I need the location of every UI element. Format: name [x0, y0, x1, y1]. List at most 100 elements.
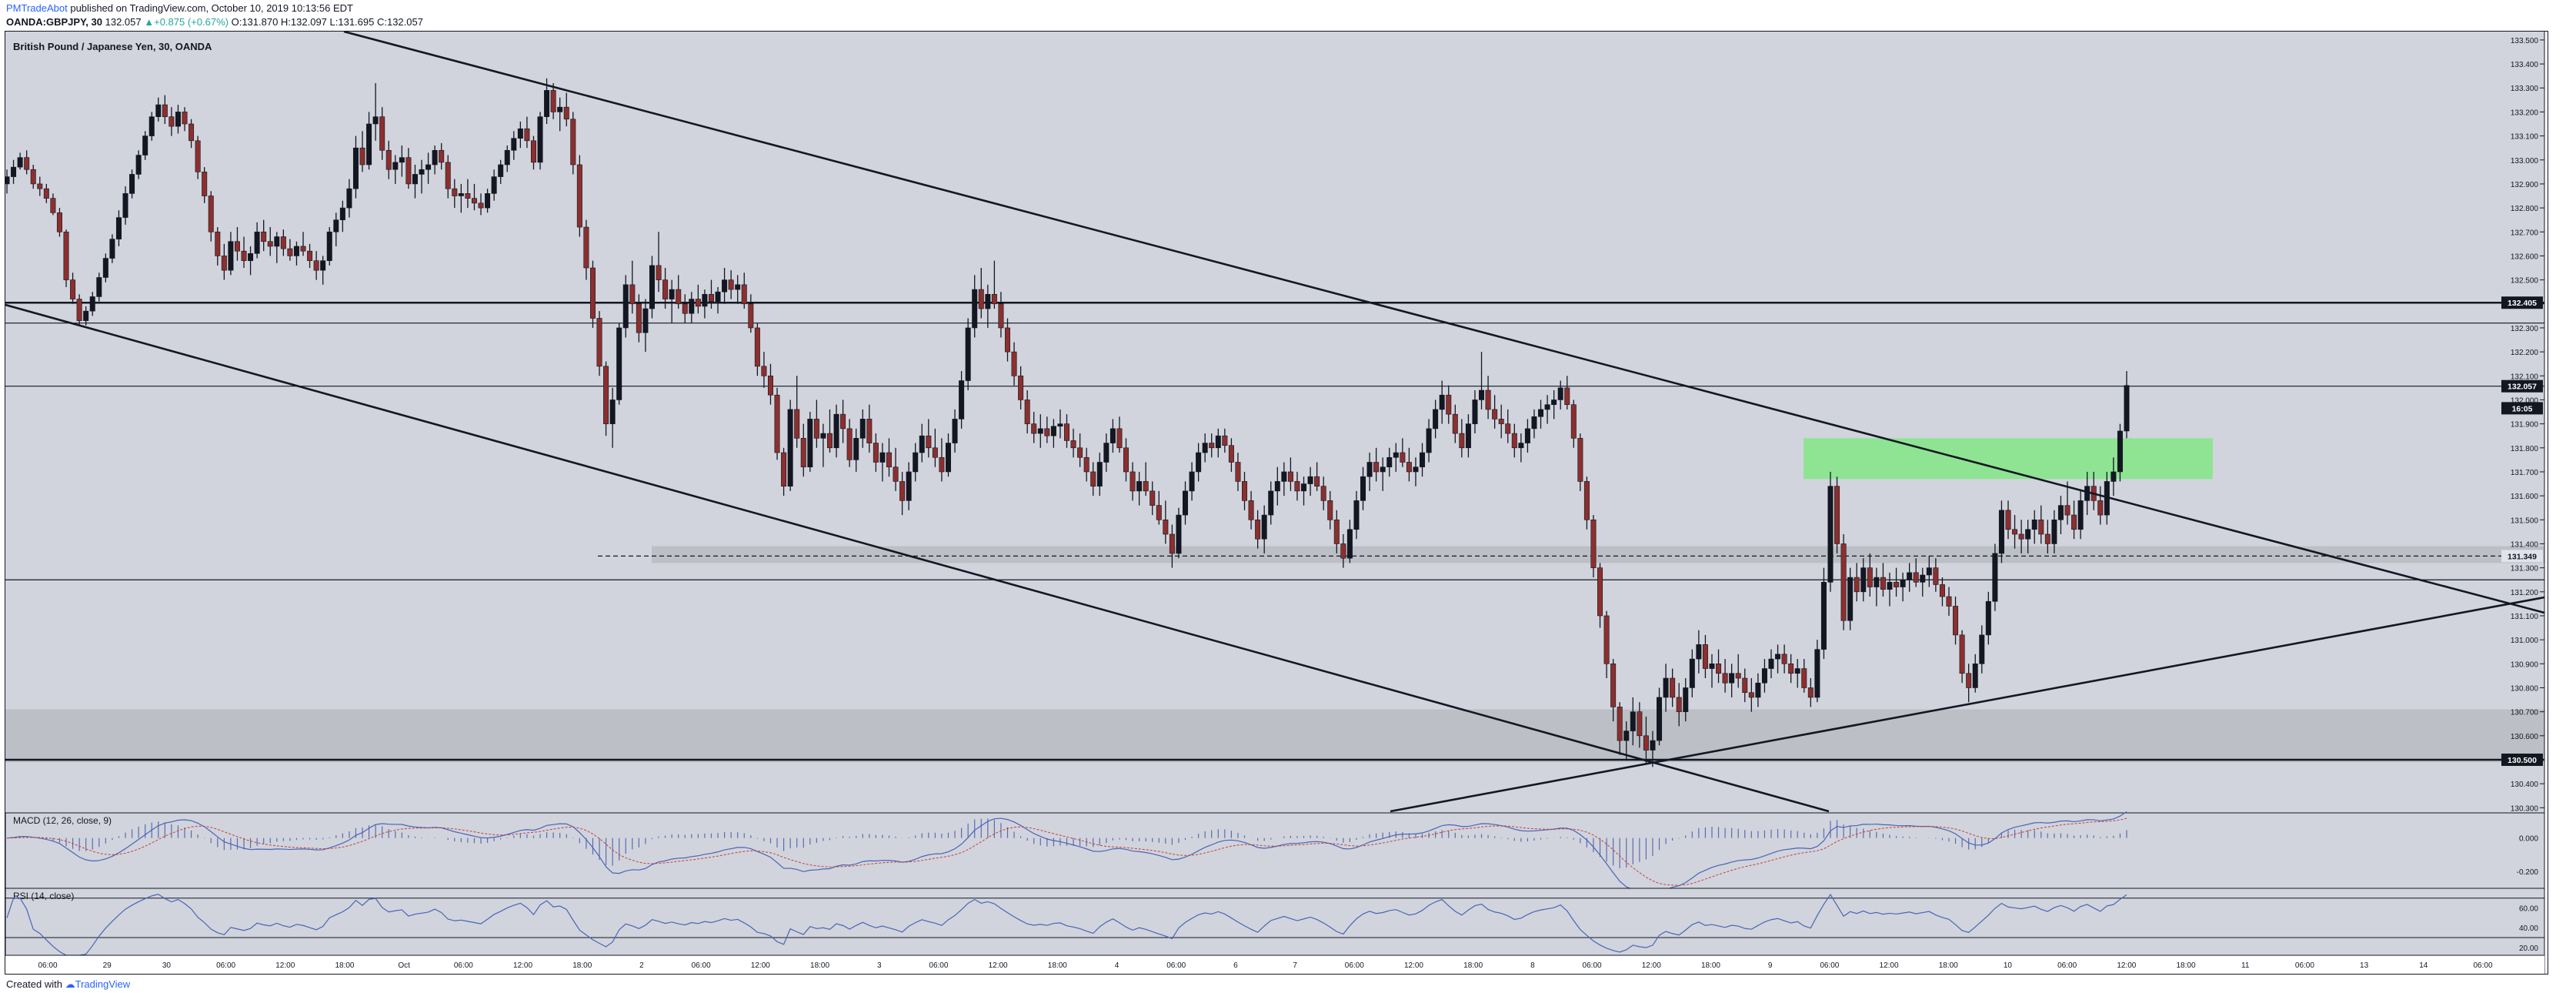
author-link[interactable]: PMTradeAbot: [6, 2, 68, 14]
main-pane[interactable]: [5, 32, 2548, 811]
candle-body: [1623, 731, 1630, 741]
macd-pane[interactable]: MACD (12, 26, close, 9) 0.000 -0.200: [5, 811, 2545, 897]
candle-body: [274, 236, 280, 247]
candle-body: [926, 435, 932, 449]
price-tick-label: 131.500: [2511, 517, 2539, 525]
candle-body: [1920, 574, 1926, 583]
candle-body: [1077, 447, 1083, 458]
candle-body: [1511, 433, 1517, 449]
candle-body: [432, 149, 438, 166]
candle-body: [1610, 664, 1617, 707]
candle-body: [656, 265, 662, 280]
tradingview-link[interactable]: TradingView: [75, 978, 131, 990]
candle-body: [2044, 533, 2050, 544]
price-tick-label: 132.900: [2511, 181, 2539, 189]
chart-title: British Pound / Japanese Yen, 30, OANDA: [13, 41, 212, 52]
candle-body: [241, 250, 247, 261]
candle-body: [800, 438, 806, 468]
candle-body: [728, 279, 734, 290]
candle-body: [1583, 481, 1590, 520]
candle-body: [1090, 471, 1096, 486]
price-tick-label: 133.100: [2511, 133, 2539, 142]
candle-body: [228, 241, 234, 271]
candle-body: [1742, 677, 1748, 694]
candle-body: [1050, 426, 1056, 436]
candle-body: [1031, 423, 1037, 434]
candle-body: [978, 289, 984, 309]
price-tick-label: 130.400: [2511, 781, 2539, 789]
candle-body: [662, 279, 669, 299]
chart-frame[interactable]: 133.500 133.400 133.300 133.200 133.100 133.0…: [4, 30, 2548, 975]
candle-body: [1716, 664, 1722, 674]
axis-bg: [2544, 32, 2548, 974]
candle-body: [1346, 529, 1353, 559]
candle-body: [76, 299, 82, 321]
candle-body: [1854, 577, 1860, 593]
candle-body: [1880, 577, 1886, 590]
candle-body: [2012, 529, 2018, 535]
tradingview-logo-icon[interactable]: ☁: [65, 978, 75, 990]
candle-body: [425, 164, 432, 170]
candle-body: [2051, 519, 2057, 544]
candle-body: [820, 433, 826, 439]
price-tick-label: 130.600: [2511, 733, 2539, 741]
candle-body: [458, 193, 464, 196]
candle-body: [998, 303, 1004, 329]
symbol-name: OANDA:GBPJPY, 30: [6, 16, 102, 28]
time-tick-label: 12:00: [513, 961, 532, 970]
time-axis[interactable]: 06:00 29 30 06:00 12:00 18:00 Oct 06:00 12:00 18:…: [5, 955, 2544, 974]
candle-body: [2031, 519, 2037, 530]
candle-body: [1242, 481, 1248, 501]
created-with-label: Created with: [6, 978, 62, 990]
candle-body: [754, 327, 760, 367]
candle-body: [695, 299, 701, 307]
candle-body: [1274, 481, 1280, 492]
candle-body: [708, 294, 714, 302]
candle-body: [339, 207, 345, 220]
price-tick-label: 132.300: [2511, 325, 2539, 333]
time-tick-label: 30: [162, 961, 172, 970]
candle-body: [833, 413, 839, 449]
candle-body: [603, 366, 609, 424]
candle-body: [1228, 445, 1234, 463]
candle-body: [1136, 481, 1143, 492]
candle-body: [1433, 409, 1439, 430]
time-tick-label: 12:00: [275, 961, 295, 970]
candle-body: [1287, 471, 1293, 482]
price-tick-label: 131.600: [2511, 493, 2539, 501]
candle-body: [169, 116, 175, 127]
candle-body: [359, 147, 365, 166]
time-tick-label: 2: [639, 961, 644, 970]
candle-body: [1577, 438, 1583, 482]
candle-body: [1156, 505, 1162, 520]
trendlines-layer[interactable]: [5, 30, 2545, 813]
candle-body: [135, 155, 142, 175]
time-tick-label: 18:00: [572, 961, 592, 970]
candle-body: [1057, 423, 1063, 427]
price-tick-label: 131.200: [2511, 589, 2539, 597]
candle-body: [399, 157, 405, 163]
candle-body: [1907, 572, 1913, 580]
candle-body: [1459, 433, 1465, 449]
candle-body: [439, 149, 445, 163]
candle-body: [385, 149, 392, 170]
candle-body: [1979, 634, 1985, 664]
time-axis-bg: [5, 955, 2544, 974]
candle-body: [945, 443, 951, 473]
candle-body: [1103, 443, 1109, 463]
candle-body: [1143, 481, 1149, 492]
candle-body: [465, 193, 471, 199]
time-tick-label: 12:00: [989, 961, 1008, 970]
candle-body: [576, 164, 582, 228]
candle-body: [682, 303, 688, 314]
candle-body: [1024, 400, 1030, 424]
candle-body: [1096, 462, 1103, 486]
rsi-pane[interactable]: RSI (14, close) 60.00 40.00 20.00: [5, 888, 2545, 956]
candle-body: [1959, 634, 1965, 674]
time-tick-label: 8: [1530, 961, 1535, 970]
price-tick-label: 131.900: [2511, 421, 2539, 430]
macd-label: MACD (12, 26, close, 9): [13, 815, 112, 826]
chart-svg[interactable]: 133.500 133.400 133.300 133.200 133.100 133.0…: [4, 30, 2548, 974]
candle-body: [1913, 572, 1919, 583]
candle-body: [412, 174, 418, 185]
